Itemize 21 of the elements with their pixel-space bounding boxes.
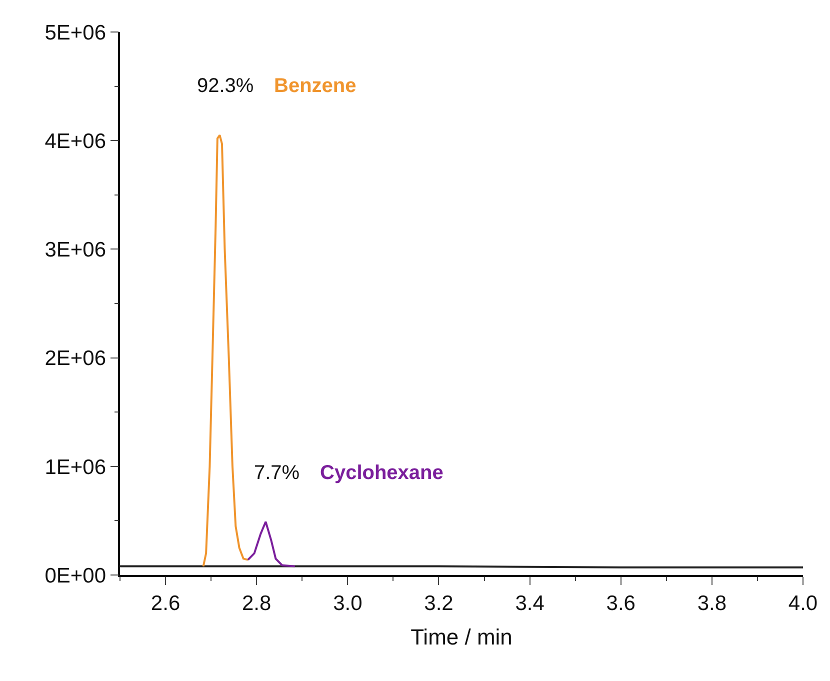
y-tick-label: 5E+06 — [44, 21, 106, 44]
x-tick-label: 3.0 — [333, 592, 362, 615]
y-tick-label: 0E+00 — [44, 564, 106, 588]
x-tick-label: 3.8 — [697, 592, 727, 615]
x-tick-label: 2.8 — [242, 592, 272, 615]
text: Cyclohexane — [320, 462, 444, 484]
x-tick-label: 4.0 — [788, 592, 818, 615]
line-series — [246, 520, 296, 568]
annotation: 7.7% — [254, 462, 300, 484]
x-tick-label: 2.6 — [150, 592, 180, 615]
x-axis-title: Time / min — [410, 624, 512, 650]
y-tick-label: 1E+06 — [44, 456, 106, 479]
y-tick-label: 2E+06 — [44, 347, 106, 370]
x-tick-label: 3.4 — [515, 592, 545, 615]
annotation: 92.3% — [197, 75, 254, 97]
y-tick-label: 3E+06 — [44, 238, 106, 262]
y-tick-label: 4E+06 — [44, 130, 106, 153]
x-tick-label: 3.6 — [606, 592, 636, 615]
text: Benzene — [274, 75, 356, 97]
x-tick-label: 3.2 — [424, 592, 454, 615]
line-series — [202, 134, 249, 568]
